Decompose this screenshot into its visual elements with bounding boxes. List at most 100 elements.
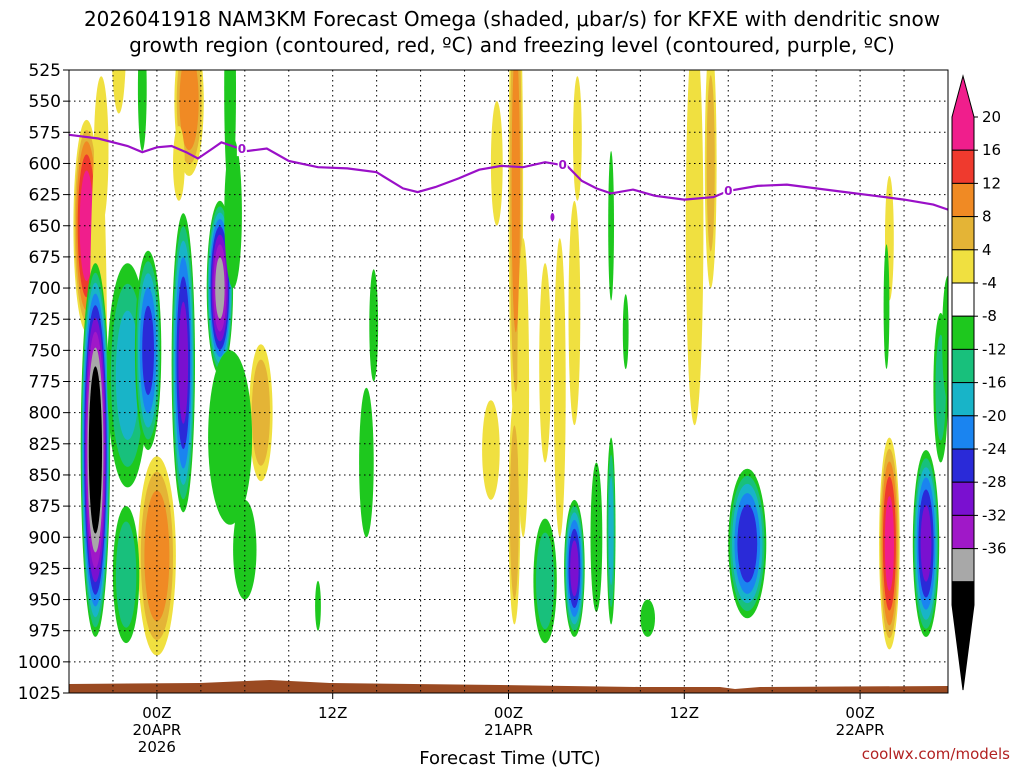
omega-contour-band: [884, 496, 895, 591]
omega-cell: [640, 599, 655, 637]
omega-contour-band: [568, 200, 581, 426]
dotted-gridlines: [69, 70, 948, 693]
colorbar-bin: [951, 149, 975, 184]
colorbar-tick-label: -16: [982, 374, 1007, 392]
omega-contour-band: [178, 301, 189, 424]
colorbar-bin: [951, 282, 975, 317]
time-tick-label: 12Z: [670, 704, 699, 722]
omega-cell: [93, 76, 109, 226]
omega-cell: [539, 263, 551, 463]
omega-contour-band: [173, 125, 185, 201]
omega-cell: [883, 244, 890, 369]
omega-cell: [112, 70, 126, 114]
pressure-tick-label: 650: [29, 217, 61, 237]
omega-cell: [590, 462, 603, 613]
colorbar-tick-label: 4: [982, 241, 992, 259]
omega-cell: [912, 450, 940, 637]
pressure-tick-label: 525: [29, 61, 61, 81]
omega-contour-band: [608, 151, 614, 301]
freezing-level-layer: 0 0 0: [69, 133, 948, 222]
colorbar-bin: [951, 581, 975, 691]
omega-contour-band: [142, 305, 155, 395]
colorbar-bin: [951, 448, 975, 483]
pressure-tick-label: 975: [29, 622, 61, 642]
omega-contour-band: [509, 425, 519, 600]
time-tick-label: 00Z: [494, 704, 523, 722]
freezing-label-background: [723, 183, 734, 198]
chart-title-line-1: 2026041918 NAM3KM Forecast Omega (shaded…: [84, 7, 940, 31]
omega-cell: [233, 499, 257, 600]
omega-cell: [517, 238, 530, 538]
pressure-tick-label: 750: [29, 341, 61, 361]
colorbar-tick-label: 16: [982, 141, 1001, 159]
omega-contour-band: [482, 400, 500, 500]
omega-contour-band: [233, 499, 257, 600]
omega-cell: [173, 125, 185, 201]
pressure-axis: 525 550 575 600 625 650 675 700 725 750 775 800 825 8…: [18, 61, 69, 704]
omega-contour-band: [115, 521, 137, 628]
pressure-tick-label: 1000: [18, 653, 61, 673]
omega-contour-band: [90, 390, 100, 510]
omega-contour-band: [608, 477, 614, 585]
omega-cell: [80, 263, 111, 637]
credit-text: coolwx.com/models: [862, 745, 1010, 763]
omega-contour-band: [251, 359, 270, 466]
omega-contour-band: [539, 263, 551, 463]
pressure-tick-label: 925: [29, 559, 61, 579]
colorbar-bin: [951, 182, 975, 218]
pressure-tick-label: 800: [29, 404, 61, 424]
omega-cell: [704, 70, 717, 288]
omega-cell: [315, 580, 321, 631]
omega-contour-band: [590, 462, 603, 613]
colorbar-bin: [951, 481, 975, 516]
colorbar-bin: [951, 249, 975, 284]
omega-cell: [942, 275, 948, 401]
freezing-level-label: 0: [238, 142, 246, 156]
colorbar-tick-label: -8: [982, 307, 997, 325]
omega-contour-band: [737, 504, 758, 583]
omega-cell: [728, 468, 767, 619]
colorbar-tick-label: 12: [982, 174, 1001, 192]
omega-contour-band: [640, 599, 655, 637]
omega-cell: [685, 70, 704, 426]
omega-cell: [249, 344, 273, 482]
pressure-tick-label: 875: [29, 497, 61, 517]
time-tick-label: 20APR: [132, 721, 181, 739]
omega-cell: [608, 151, 614, 301]
omega-contour-band: [553, 238, 566, 538]
colorbar-bin: [951, 514, 975, 550]
omega-cell: [208, 350, 253, 525]
omega-contour-band: [573, 76, 582, 201]
time-tick-label: 12Z: [318, 704, 347, 722]
time-tick-label: 21APR: [484, 721, 533, 739]
omega-cell: [533, 518, 557, 644]
colorbar-tick-label: -20: [982, 407, 1007, 425]
omega-contour-band: [622, 294, 629, 370]
pressure-tick-label: 775: [29, 373, 61, 393]
pressure-tick-label: 550: [29, 92, 61, 112]
omega-contour-band: [511, 70, 520, 333]
omega-contour-band: [517, 238, 530, 538]
colorbar-tick-label: -24: [982, 440, 1007, 458]
omega-contour-band: [93, 76, 109, 226]
freezing-level-island: [550, 213, 555, 222]
pressure-tick-label: 575: [29, 123, 61, 143]
omega-contour-band: [359, 387, 374, 538]
omega-cell: [573, 76, 582, 201]
pressure-tick-label: 700: [29, 279, 61, 299]
freezing-level-label: 0: [724, 184, 732, 198]
omega-cell: [490, 101, 503, 226]
omega-cell: [508, 400, 521, 625]
freezing-label-background: [236, 142, 247, 157]
freezing-label-background: [557, 158, 568, 173]
omega-contour-band: [115, 310, 140, 440]
omega-contour-band: [315, 580, 321, 631]
omega-contour-band: [224, 70, 236, 201]
colorbar-bin: [951, 348, 975, 384]
pressure-tick-label: 850: [29, 466, 61, 486]
omega-contour-band: [490, 101, 503, 226]
time-tick-label: 00Z: [142, 704, 171, 722]
freezing-level-line: [69, 133, 948, 211]
